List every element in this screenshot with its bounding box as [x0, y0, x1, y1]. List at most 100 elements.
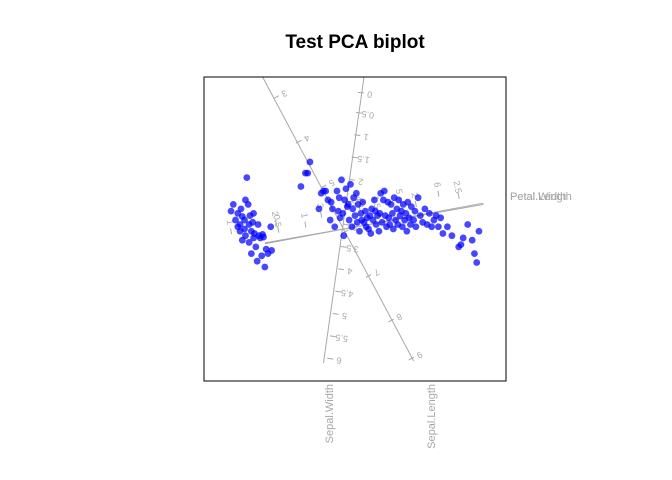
axis-tick — [295, 139, 302, 144]
data-point — [376, 209, 384, 217]
data-point — [327, 198, 335, 206]
data-point — [416, 212, 424, 219]
axis-tick-label: 5 — [394, 188, 405, 195]
axis-tick-label: 5.5 — [335, 332, 349, 344]
data-point — [380, 187, 388, 195]
axis-tick-label: 6 — [336, 355, 342, 366]
data-point — [335, 194, 343, 202]
chart-title: Test PCA biplot — [285, 32, 425, 53]
data-point — [267, 223, 275, 231]
data-point — [410, 216, 417, 224]
axis-tick — [343, 229, 349, 234]
data-point — [232, 216, 239, 224]
data-point — [241, 225, 248, 233]
axis-tick — [327, 357, 334, 360]
data-point — [372, 221, 380, 228]
data-point — [339, 209, 347, 217]
data-point — [403, 227, 411, 235]
axis-label-sepal-width: Sepal.Width — [324, 384, 336, 443]
axis-tick-label: 2 — [270, 210, 281, 217]
data-point — [356, 227, 363, 235]
axis-tick — [277, 226, 280, 233]
data-point — [457, 241, 465, 249]
data-point — [359, 198, 367, 206]
data-point — [268, 247, 276, 254]
data-points — [227, 158, 483, 271]
axis-tick-label: 1 — [299, 212, 310, 219]
axis-tick-label: 4 — [302, 133, 311, 144]
data-point — [236, 221, 244, 228]
data-point — [471, 250, 478, 257]
axis-label-sepal-length: Sepal.Length — [426, 384, 438, 449]
data-point — [464, 221, 472, 228]
data-point — [473, 259, 481, 266]
data-point — [412, 223, 420, 231]
axis-tick-label: 9 — [415, 349, 424, 360]
data-point — [253, 257, 261, 265]
data-point — [414, 194, 422, 202]
axis-tick-label: 4 — [353, 195, 364, 202]
axis-tick-label: 0.5 — [361, 109, 375, 121]
data-point — [448, 232, 456, 240]
axis-tick-label: 3 — [315, 202, 326, 209]
data-point — [329, 205, 336, 213]
axis-tick — [457, 192, 460, 199]
data-point — [315, 205, 323, 213]
axis-tick — [273, 95, 280, 99]
data-point — [387, 201, 395, 208]
axis-tick — [320, 211, 323, 218]
data-point — [297, 183, 305, 190]
axis-tick — [437, 190, 440, 197]
axis-label-petal-length: Petal.Length — [510, 191, 572, 203]
axis-tick-label: 5 — [341, 311, 347, 322]
data-point — [333, 187, 341, 195]
axis-tick-label: 1 — [363, 132, 369, 143]
data-point — [249, 218, 257, 226]
axis-tick — [356, 111, 363, 114]
axis-tick-label: 2.5 — [452, 180, 464, 194]
axis-tick — [357, 91, 364, 94]
data-point — [437, 214, 445, 222]
data-point — [425, 209, 433, 217]
data-point — [370, 196, 378, 204]
axis-tick-label: 8 — [395, 311, 404, 322]
axis-tick-label: 3.5 — [346, 243, 360, 255]
axis-tick — [365, 274, 372, 278]
data-point — [468, 236, 476, 244]
data-point — [241, 216, 248, 224]
data-point — [326, 216, 334, 224]
data-point — [459, 234, 467, 242]
data-point — [378, 218, 386, 226]
data-point — [252, 243, 260, 251]
data-point — [428, 223, 436, 231]
data-point — [421, 205, 429, 213]
axis-tick — [414, 200, 417, 208]
data-point — [340, 232, 348, 240]
data-point — [229, 201, 237, 208]
data-point — [444, 223, 451, 231]
axis-tick-label: 5 — [327, 177, 336, 188]
axis-tick — [337, 268, 345, 271]
axis-tick — [275, 219, 278, 226]
data-point — [367, 230, 375, 237]
axis-tick — [304, 221, 307, 228]
data-point — [352, 189, 360, 197]
axis-tick — [335, 290, 342, 293]
data-point — [434, 223, 442, 231]
data-point — [348, 223, 356, 231]
axis-tick-label: 0.5 — [271, 214, 283, 228]
data-point — [439, 230, 447, 237]
data-point — [254, 221, 262, 228]
variable-axes: 1234560.511.522.5345678900.511.522.533.5… — [225, 77, 572, 449]
axis-tick-label: 7 — [372, 267, 381, 278]
data-point — [258, 252, 266, 260]
axis-tick — [354, 134, 361, 137]
data-point — [261, 263, 269, 271]
data-point — [304, 169, 312, 177]
data-point — [361, 207, 369, 215]
data-point — [242, 232, 249, 240]
axis-tick-label: 1.5 — [356, 154, 370, 166]
data-point — [395, 196, 403, 204]
data-point — [342, 185, 350, 193]
